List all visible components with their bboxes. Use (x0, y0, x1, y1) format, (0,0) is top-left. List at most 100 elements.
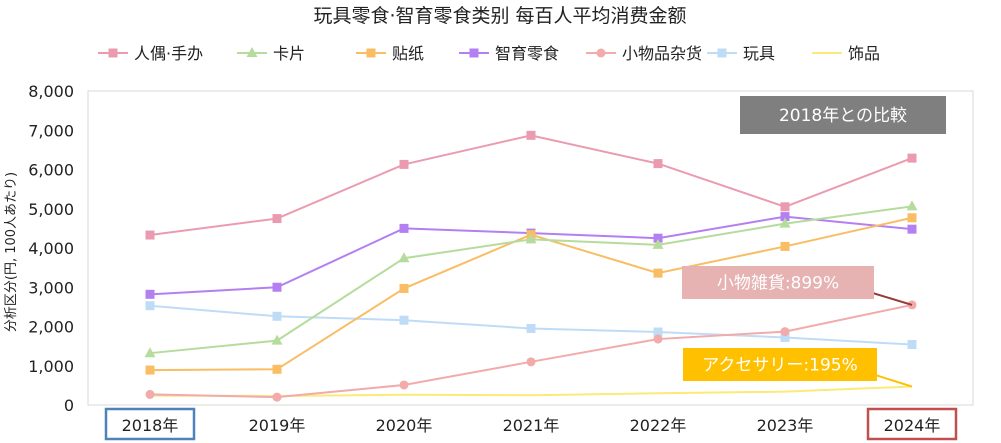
annotation-1: 2018年との比較 (740, 96, 946, 134)
data-point (271, 334, 283, 345)
legend-label: 饰品 (848, 44, 880, 63)
legend: 人偶·手办 卡片 贴纸 智育零食 小物品杂货 玩具 饰品 (98, 44, 880, 63)
data-point (272, 392, 282, 402)
x-tick-highlight-box (866, 407, 958, 441)
data-point (399, 380, 409, 390)
annotation-box (683, 348, 877, 381)
legend-swatch-marker (108, 48, 118, 58)
data-point (144, 347, 156, 358)
legend-item: 玩具 (707, 44, 775, 63)
data-point (907, 224, 917, 234)
data-point (526, 323, 536, 333)
y-tick-label: 8,000 (28, 82, 74, 101)
y-tick-label: 0 (64, 396, 74, 415)
x-axis: 2018年 2019年 2020年 2021年 2022年 2023年 2024年 (104, 407, 958, 441)
legend-swatch-marker (717, 48, 727, 58)
series-卡片 (144, 200, 918, 358)
y-tick-label: 3,000 (28, 278, 74, 297)
chart-title: 玩具零食·智育零食类别 每百人平均消费金额 (313, 5, 686, 27)
data-point (272, 364, 282, 374)
series-人偶·手办 (145, 130, 917, 240)
series-line (149, 134, 913, 237)
data-point (145, 389, 155, 399)
x-tick-label: 2024年 (884, 416, 941, 435)
y-tick-label: 1,000 (28, 357, 74, 376)
data-point (907, 153, 917, 163)
data-point (398, 252, 410, 263)
annotation-2: 小物雑貨:899% (682, 266, 913, 306)
data-point (272, 214, 282, 224)
data-point (399, 159, 409, 169)
data-point (652, 238, 664, 249)
legend-swatch-marker (246, 47, 258, 57)
series-饰品 (149, 385, 913, 397)
y-tick-label: 5,000 (28, 200, 74, 219)
y-axis: 0 1,000 2,000 3,000 4,000 5,000 6,000 7,000 8,00… (28, 82, 74, 415)
legend-label: 智育零食 (495, 44, 559, 63)
y-tick-label: 4,000 (28, 239, 74, 258)
legend-label: 人偶·手办 (134, 44, 203, 63)
data-point (526, 130, 536, 140)
x-tick-label: 2023年 (757, 416, 814, 435)
legend-label: 玩具 (743, 44, 775, 63)
annotation-text: 2018年との比較 (779, 106, 907, 126)
data-point (145, 301, 155, 311)
series-line (149, 385, 913, 397)
legend-item: 智育零食 (459, 44, 559, 63)
legend-label: 小物品杂货 (622, 44, 702, 63)
series-玩具 (145, 301, 917, 350)
data-point (399, 223, 409, 233)
plot-area (87, 90, 974, 406)
legend-item: 卡片 (237, 44, 305, 63)
legend-label: 卡片 (273, 44, 305, 63)
data-point (780, 212, 790, 222)
legend-swatch-marker (596, 48, 606, 58)
legend-item: 小物品杂货 (586, 44, 702, 63)
data-point (272, 311, 282, 321)
y-tick-label: 2,000 (28, 318, 74, 337)
y-axis-label: 分析区分(円, 100人あたり) (4, 172, 19, 332)
x-tick-label: 2019年 (249, 416, 306, 435)
annotation-text: 小物雑貨:899% (717, 274, 839, 294)
data-point (653, 159, 663, 169)
data-point (272, 282, 282, 292)
data-point (399, 315, 409, 325)
legend-label: 贴纸 (392, 44, 424, 63)
data-point (780, 202, 790, 212)
data-point (906, 200, 918, 211)
data-point (145, 365, 155, 375)
legend-swatch-marker (366, 48, 376, 58)
x-tick-label: 2018年 (122, 416, 179, 435)
legend-swatch-marker (469, 48, 479, 58)
legend-item: 饰品 (812, 44, 880, 63)
data-point (145, 230, 155, 240)
x-tick-label: 2021年 (503, 416, 560, 435)
data-point (399, 283, 409, 293)
data-point (780, 332, 790, 342)
annotation-box (682, 266, 874, 299)
data-point (907, 213, 917, 223)
y-tick-label: 6,000 (28, 161, 74, 180)
data-point (653, 327, 663, 337)
y-tick-label: 7,000 (28, 121, 74, 140)
data-point (653, 334, 663, 344)
data-point (525, 233, 537, 244)
data-point (653, 268, 663, 278)
data-point (653, 233, 663, 243)
legend-item: 人偶·手办 (98, 44, 203, 63)
x-tick-highlight-box (104, 407, 196, 441)
series-小物品杂货 (145, 300, 917, 402)
data-point (907, 340, 917, 350)
x-tick-label: 2022年 (630, 416, 687, 435)
x-tick-label: 2020年 (376, 416, 433, 435)
legend-item: 贴纸 (356, 44, 424, 63)
data-point (779, 217, 791, 228)
data-point (526, 357, 536, 367)
data-point (780, 241, 790, 251)
data-point (780, 327, 790, 337)
data-point (145, 289, 155, 299)
annotation-text: アクセサリー:195% (702, 356, 857, 376)
annotation-3: アクセサリー:195% (683, 348, 913, 388)
